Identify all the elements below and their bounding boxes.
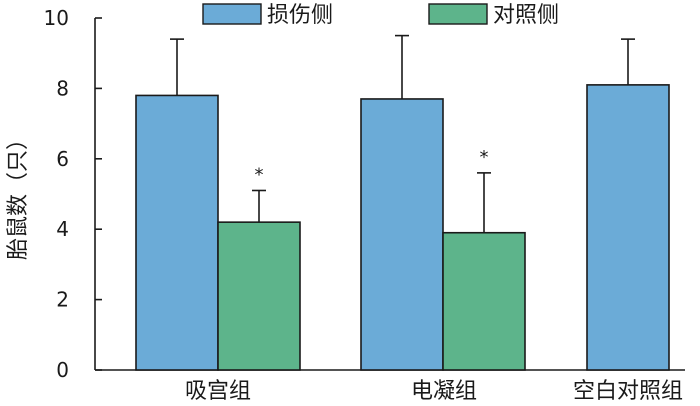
significance-star: * bbox=[255, 164, 264, 185]
bar bbox=[586, 84, 670, 371]
legend-label-control: 对照侧 bbox=[493, 3, 559, 28]
x-category-labels: 吸宫组 电凝组 空白对照组 bbox=[185, 379, 683, 404]
y-ticks: 0 2 4 6 8 10 bbox=[44, 6, 102, 382]
error-bars bbox=[170, 34, 635, 233]
x-category-label: 空白对照组 bbox=[573, 379, 683, 404]
bars bbox=[135, 84, 670, 371]
bar bbox=[360, 98, 444, 371]
y-tick-label: 10 bbox=[44, 6, 69, 30]
y-axis-title: 胎鼠数（只） bbox=[6, 128, 31, 260]
x-category-label: 吸宫组 bbox=[185, 379, 251, 404]
legend: 损伤侧 对照侧 bbox=[202, 3, 559, 28]
y-tick-label: 8 bbox=[56, 76, 69, 100]
significance-marks: ** bbox=[255, 147, 489, 186]
y-tick-label: 2 bbox=[56, 288, 69, 312]
legend-swatch-injured bbox=[202, 3, 262, 25]
bar bbox=[135, 94, 219, 371]
y-tick-label: 0 bbox=[56, 358, 69, 382]
y-tick-label: 4 bbox=[56, 217, 69, 241]
significance-star: * bbox=[480, 147, 489, 168]
bar bbox=[442, 231, 526, 371]
x-category-label: 电凝组 bbox=[411, 379, 477, 404]
legend-swatch-control bbox=[428, 3, 488, 25]
legend-label-injured: 损伤侧 bbox=[267, 3, 333, 28]
bar bbox=[217, 221, 301, 371]
y-tick-label: 6 bbox=[56, 147, 69, 171]
